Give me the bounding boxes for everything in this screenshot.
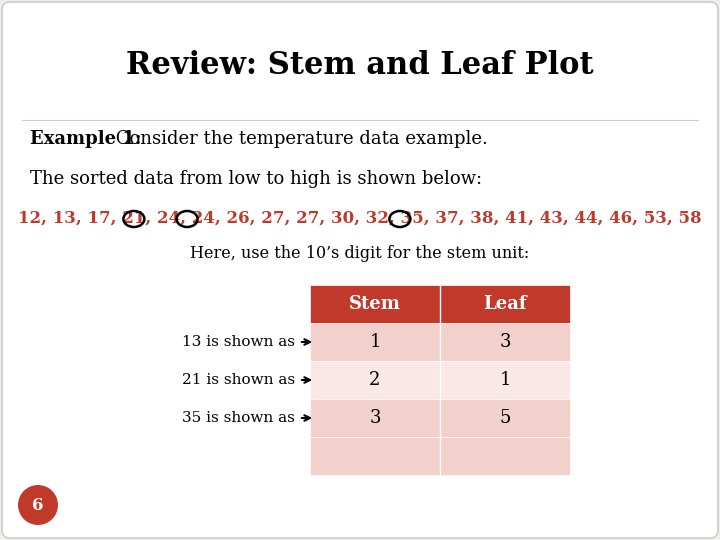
Text: 5: 5 — [499, 409, 510, 427]
Text: Here, use the 10’s digit for the stem unit:: Here, use the 10’s digit for the stem un… — [190, 245, 530, 262]
Text: Consider the temperature data example.: Consider the temperature data example. — [110, 130, 488, 148]
Bar — [310, 323, 570, 361]
Text: 1: 1 — [369, 333, 381, 351]
Bar — [310, 399, 570, 437]
Text: 13 is shown as: 13 is shown as — [182, 335, 295, 349]
Text: 3: 3 — [499, 333, 510, 351]
Text: Leaf: Leaf — [483, 295, 527, 313]
Text: The sorted data from low to high is shown below:: The sorted data from low to high is show… — [30, 170, 482, 188]
Circle shape — [18, 485, 58, 525]
Text: 1: 1 — [499, 371, 510, 389]
Text: 3: 3 — [369, 409, 381, 427]
Text: 12, 13, 17, 21, 24, 24, 26, 27, 27, 30, 32, 35, 37, 38, 41, 43, 44, 46, 53, 58: 12, 13, 17, 21, 24, 24, 26, 27, 27, 30, … — [18, 210, 702, 227]
Bar — [310, 437, 570, 475]
Text: 2: 2 — [369, 371, 381, 389]
Text: 21 is shown as: 21 is shown as — [182, 373, 295, 387]
Text: 6: 6 — [32, 496, 44, 514]
Bar — [310, 285, 570, 323]
Text: Stem: Stem — [349, 295, 401, 313]
Text: 35 is shown as: 35 is shown as — [182, 411, 295, 425]
Text: Example 1:: Example 1: — [30, 130, 142, 148]
Bar — [310, 361, 570, 399]
Text: Review: Stem and Leaf Plot: Review: Stem and Leaf Plot — [126, 50, 594, 81]
